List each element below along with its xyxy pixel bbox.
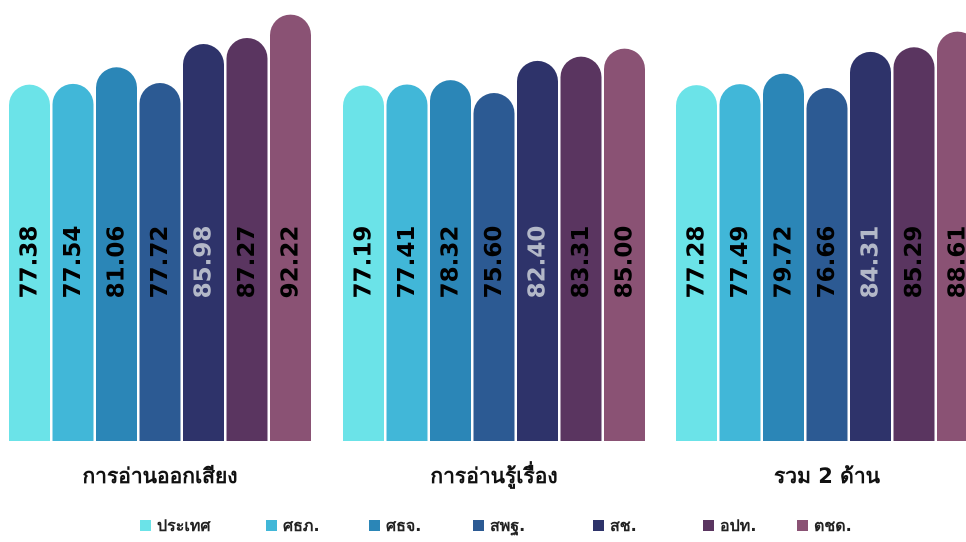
legend-label: ศธภ. — [283, 516, 320, 535]
legend: ประเทศ ศธภ. ศธจ. สพฐ. สช. อปท. ตชด. — [140, 516, 852, 536]
legend-item: ศธภ. — [266, 516, 320, 535]
bar — [183, 44, 224, 442]
value-label: 92.22 — [278, 226, 304, 299]
bar — [343, 85, 384, 441]
value-label: 88.61 — [945, 226, 966, 299]
legend-swatch — [473, 520, 484, 531]
bar — [893, 47, 935, 441]
value-label: 82.40 — [525, 226, 551, 299]
value-label: 87.27 — [234, 226, 260, 299]
bar — [429, 80, 471, 441]
legend-swatch — [266, 520, 277, 531]
legend-item: สพฐ. — [473, 516, 525, 536]
legend-item: อปท. — [703, 516, 756, 535]
bar — [517, 60, 558, 441]
legend-item: สช. — [593, 516, 637, 535]
category-label: การอ่านรู้เรื่อง — [430, 460, 557, 490]
bar — [937, 31, 966, 441]
value-label: 77.72 — [147, 226, 173, 299]
bar — [676, 85, 717, 442]
legend-item: ศธจ. — [369, 516, 421, 535]
value-label: 75.60 — [481, 226, 507, 299]
bar — [763, 73, 804, 442]
value-label: 77.38 — [17, 226, 43, 299]
category-label: การอ่านออกเสียง — [82, 464, 237, 488]
value-label: 77.49 — [727, 226, 753, 299]
bar — [604, 48, 645, 441]
legend-label: สพฐ. — [490, 516, 525, 536]
value-label: 77.41 — [394, 226, 420, 299]
bar — [806, 88, 848, 441]
bar — [560, 56, 602, 441]
legend-label: ตชด. — [814, 516, 852, 535]
bar — [850, 51, 891, 441]
bar — [719, 84, 761, 441]
value-label: 84.31 — [858, 226, 884, 299]
legend-item: ประเทศ — [140, 516, 211, 535]
value-label: 83.31 — [568, 226, 594, 299]
legend-label: ศธจ. — [386, 516, 421, 535]
value-label: 77.28 — [684, 226, 710, 299]
value-label: 77.19 — [351, 226, 377, 299]
bar — [473, 93, 515, 442]
value-label: 76.66 — [814, 226, 840, 299]
bars-layer — [9, 14, 966, 442]
value-label: 81.06 — [104, 226, 130, 299]
category-label: รวม 2 ด้าน — [774, 464, 881, 488]
bar — [270, 14, 311, 441]
legend-item: ตชด. — [797, 516, 852, 535]
value-label: 77.54 — [60, 226, 86, 299]
value-label: 85.98 — [191, 226, 217, 299]
bar — [386, 84, 428, 442]
value-label: 78.32 — [438, 226, 464, 299]
bar — [52, 83, 94, 442]
value-label: 85.29 — [901, 226, 927, 299]
legend-swatch — [797, 520, 808, 531]
legend-swatch — [140, 520, 151, 531]
legend-label: ประเทศ — [157, 516, 211, 535]
legend-swatch — [593, 520, 604, 531]
bar — [96, 67, 137, 441]
bar — [139, 83, 181, 442]
value-labels-layer: 77.38 77.54 81.06 77.72 85.98 87.27 92.22 77.19… — [17, 226, 966, 299]
legend-swatch — [369, 520, 380, 531]
legend-swatch — [703, 520, 714, 531]
legend-label: อปท. — [720, 516, 756, 535]
bar — [226, 37, 268, 442]
legend-label: สช. — [610, 516, 637, 535]
value-label: 79.72 — [771, 226, 797, 299]
bar — [9, 84, 50, 442]
value-label: 85.00 — [612, 226, 638, 299]
